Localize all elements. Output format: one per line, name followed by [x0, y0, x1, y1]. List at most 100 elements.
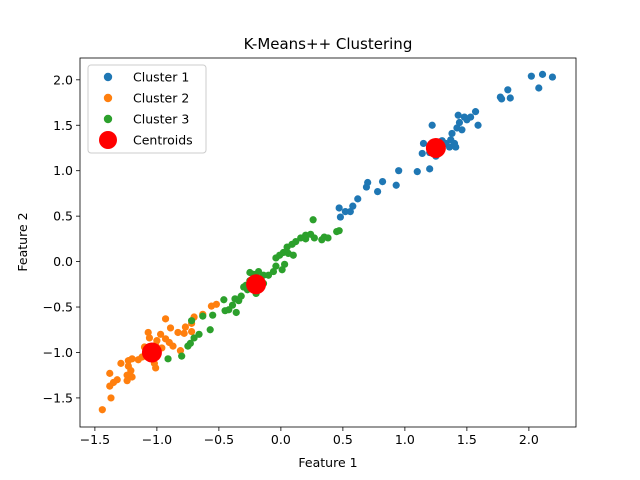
y-tick-label: −0.5	[43, 300, 73, 315]
y-tick-label: 0.5	[53, 209, 73, 224]
series-1	[335, 70, 557, 221]
plot-marks	[98, 70, 557, 414]
data-point	[246, 268, 254, 277]
data-point	[190, 334, 198, 342]
data-point	[548, 73, 557, 81]
data-point	[297, 234, 305, 242]
data-point	[134, 356, 142, 364]
data-point	[128, 373, 136, 381]
data-point	[455, 118, 464, 127]
data-point	[240, 283, 248, 291]
data-point	[426, 165, 434, 173]
x-tick-label: 2.0	[519, 432, 539, 447]
data-point	[107, 394, 115, 402]
data-point	[231, 295, 239, 303]
data-point	[269, 267, 278, 276]
data-point	[504, 86, 512, 94]
x-tick-label: 1.0	[395, 432, 415, 447]
data-point	[180, 329, 188, 337]
data-point	[272, 262, 280, 270]
data-point	[413, 168, 421, 176]
data-point	[264, 271, 273, 279]
data-point	[178, 352, 186, 360]
data-point	[309, 216, 317, 224]
data-point	[281, 260, 289, 268]
data-point	[106, 369, 114, 377]
chart-title: K-Means++ Clustering	[244, 35, 413, 53]
data-point	[174, 328, 182, 337]
data-point	[184, 342, 192, 350]
y-tick-label: 2.0	[53, 72, 73, 87]
x-tick-label: −1.0	[142, 432, 172, 447]
data-point	[454, 111, 462, 119]
data-point	[474, 121, 482, 129]
series-2	[98, 300, 220, 414]
data-point	[538, 70, 547, 78]
data-point	[220, 296, 228, 304]
data-point	[117, 359, 125, 367]
data-point	[106, 382, 114, 390]
data-point	[176, 347, 185, 355]
y-tick-label: 1.5	[53, 118, 73, 133]
legend-label: Cluster 2	[133, 91, 189, 106]
y-tick-label: −1.0	[43, 345, 73, 360]
y-axis-label: Feature 2	[15, 212, 30, 271]
legend-marker	[103, 72, 113, 82]
data-point	[336, 213, 344, 221]
x-tick-label: 0.0	[271, 432, 291, 447]
data-point	[535, 84, 543, 92]
data-point	[209, 311, 217, 319]
data-point	[460, 113, 468, 121]
data-point	[289, 251, 297, 259]
data-point	[335, 204, 343, 212]
data-point	[341, 207, 349, 216]
data-point	[145, 334, 154, 342]
legend-box	[87, 64, 207, 154]
legend-label: Cluster 3	[133, 112, 189, 127]
data-point	[354, 195, 362, 203]
data-point	[169, 342, 177, 350]
data-point	[452, 143, 460, 151]
data-point	[418, 149, 426, 158]
x-tick-label: 0.5	[333, 432, 353, 447]
data-point	[506, 94, 514, 102]
data-point	[324, 234, 332, 242]
data-point	[349, 202, 357, 210]
y-tick-label: 1.0	[53, 163, 73, 178]
axes: −1.5 −1.0 −0.5 0.0 0.5 1.0 1.5 2.0 −1.5 −1.0 −0.5 0…	[43, 57, 577, 447]
data-point	[152, 364, 160, 372]
data-point	[362, 183, 371, 191]
data-point	[283, 243, 291, 251]
data-point	[188, 327, 196, 336]
x-axis-label: Feature 1	[298, 455, 357, 470]
centroids	[141, 137, 446, 363]
data-point	[166, 324, 175, 332]
x-tick-label: −0.5	[204, 432, 234, 447]
data-point	[188, 317, 196, 325]
data-point	[428, 121, 436, 129]
data-point	[378, 178, 387, 186]
centroid-point	[246, 274, 267, 295]
centroid-point	[425, 137, 446, 158]
data-point	[419, 139, 428, 148]
data-point	[124, 357, 132, 365]
data-point	[221, 307, 229, 315]
y-tick-label: −1.5	[43, 390, 73, 405]
data-point	[392, 181, 400, 189]
centroid-point	[141, 342, 162, 363]
data-point	[395, 167, 403, 175]
legend-label: Cluster 1	[133, 70, 189, 85]
data-point	[181, 323, 189, 331]
data-point	[157, 330, 165, 338]
data-point	[98, 406, 106, 414]
plot-frame	[79, 57, 577, 428]
data-point	[310, 234, 318, 242]
data-point	[374, 188, 382, 196]
data-point	[335, 227, 343, 235]
data-point	[144, 328, 152, 337]
data-point	[161, 315, 170, 323]
legend-marker	[99, 131, 117, 149]
data-point	[318, 236, 326, 244]
data-point	[346, 207, 354, 216]
